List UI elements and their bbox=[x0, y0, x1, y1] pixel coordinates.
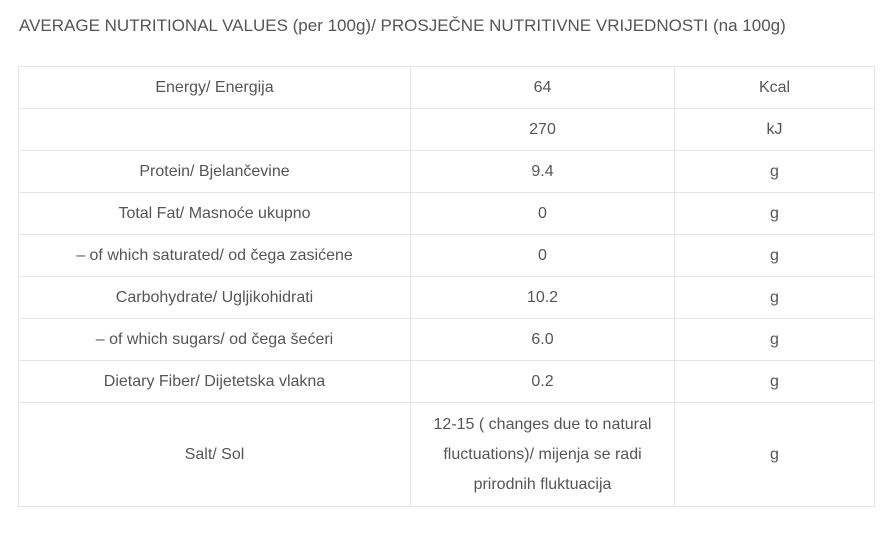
nutrient-value: 0 bbox=[410, 234, 675, 277]
nutrient-unit: g bbox=[674, 318, 875, 361]
nutrition-table: Energy/ Energija 64 Kcal 270 kJ Protein/… bbox=[18, 66, 875, 507]
table-row: – of which sugars/ od čega šećeri 6.0 g bbox=[18, 318, 875, 361]
table-row: Protein/ Bjelančevine 9.4 g bbox=[18, 150, 875, 193]
nutrient-name: – of which saturated/ od čega zasićene bbox=[18, 234, 411, 277]
nutrition-heading: AVERAGE NUTRITIONAL VALUES (per 100g)/ P… bbox=[19, 16, 786, 35]
nutrient-value: 0.2 bbox=[410, 360, 675, 403]
nutrient-name: Energy/ Energija bbox=[18, 66, 411, 109]
nutrient-name: Protein/ Bjelančevine bbox=[18, 150, 411, 193]
table-row: 270 kJ bbox=[18, 108, 875, 151]
nutrient-value: 0 bbox=[410, 192, 675, 235]
nutrient-unit: g bbox=[674, 234, 875, 277]
nutrient-value: 64 bbox=[410, 66, 675, 109]
table-row: Carbohydrate/ Ugljikohidrati 10.2 g bbox=[18, 276, 875, 319]
table-row: Salt/ Sol 12-15 ( changes due to natural… bbox=[18, 402, 875, 507]
nutrient-unit: Kcal bbox=[674, 66, 875, 109]
nutrient-unit: g bbox=[674, 192, 875, 235]
nutrient-unit: g bbox=[674, 360, 875, 403]
nutrient-value: 6.0 bbox=[410, 318, 675, 361]
nutrient-name: Dietary Fiber/ Dijetetska vlakna bbox=[18, 360, 411, 403]
nutrient-name: Total Fat/ Masnoće ukupno bbox=[18, 192, 411, 235]
nutrient-value: 270 bbox=[410, 108, 675, 151]
table-row: – of which saturated/ od čega zasićene 0… bbox=[18, 234, 875, 277]
nutrient-name: Carbohydrate/ Ugljikohidrati bbox=[18, 276, 411, 319]
table-row: Energy/ Energija 64 Kcal bbox=[18, 66, 875, 109]
nutrient-value: 9.4 bbox=[410, 150, 675, 193]
nutrient-value: 12-15 ( changes due to natural fluctuati… bbox=[410, 402, 675, 507]
nutrient-unit: g bbox=[674, 402, 875, 507]
nutrient-unit: g bbox=[674, 276, 875, 319]
nutrient-name bbox=[18, 108, 411, 151]
nutrient-name: – of which sugars/ od čega šećeri bbox=[18, 318, 411, 361]
nutrient-name: Salt/ Sol bbox=[18, 402, 411, 507]
nutrient-unit: kJ bbox=[674, 108, 875, 151]
table-row: Dietary Fiber/ Dijetetska vlakna 0.2 g bbox=[18, 360, 875, 403]
nutrient-value: 10.2 bbox=[410, 276, 675, 319]
table-row: Total Fat/ Masnoće ukupno 0 g bbox=[18, 192, 875, 235]
nutrient-unit: g bbox=[674, 150, 875, 193]
